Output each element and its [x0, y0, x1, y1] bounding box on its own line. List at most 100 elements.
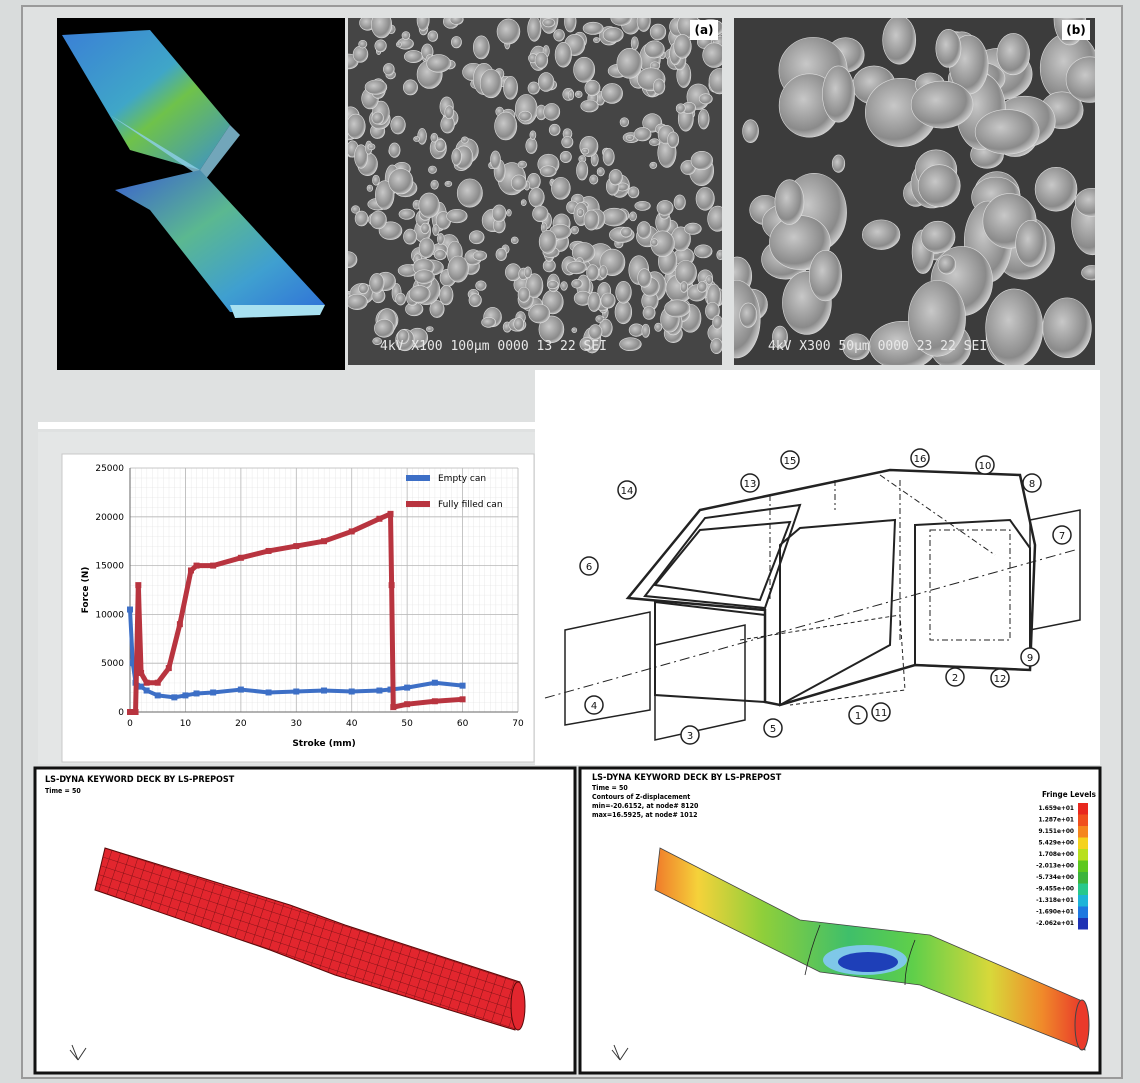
panel-label-box: [690, 20, 718, 40]
particle: [702, 42, 722, 68]
particle: [418, 192, 440, 218]
particle: [710, 338, 722, 355]
particle: [554, 41, 572, 68]
particle: [542, 18, 556, 28]
y-tick-label: 25000: [95, 464, 124, 474]
particle: [593, 37, 601, 43]
sim-time: Time = 50: [45, 787, 81, 795]
particle: [581, 147, 590, 155]
particle: [910, 80, 974, 129]
callout-circle: [848, 705, 868, 725]
sim-header: LS-DYNA KEYWORD DECK BY LS-PREPOST: [592, 773, 782, 783]
model-plate: [110, 115, 240, 180]
minor-grid: [130, 468, 518, 712]
point-marker: [187, 567, 194, 574]
particle: [403, 50, 424, 63]
particle: [571, 278, 583, 289]
particle: [634, 200, 651, 211]
particle: [444, 180, 453, 187]
point-marker: [210, 689, 217, 696]
callout-circle: [740, 473, 760, 493]
fringe-label: -5.734e+00: [1036, 873, 1074, 881]
particle: [583, 209, 600, 231]
particle: [513, 317, 525, 331]
fringe-title: Fringe Levels: [1042, 790, 1096, 799]
particle: [571, 242, 596, 263]
sem-image-b: (b) 4kV X300 50μm 0000 23 22 SEI: [734, 18, 1095, 365]
particle: [596, 167, 605, 177]
callout-circle: [579, 556, 599, 576]
callout-circle: [617, 480, 637, 500]
particle: [528, 187, 545, 208]
particle: [576, 208, 585, 217]
point-marker: [459, 682, 466, 689]
fringe-label: 9.151e+00: [1038, 827, 1074, 835]
x-tick-label: 50: [401, 719, 413, 729]
particle: [494, 111, 518, 141]
particle: [601, 83, 623, 104]
particle: [388, 142, 401, 158]
particle: [456, 178, 483, 208]
particle: [620, 226, 633, 238]
particle: [551, 176, 571, 200]
fringe-swatch: [1078, 826, 1088, 838]
particle: [664, 299, 691, 318]
axis-triad: [69, 1044, 87, 1061]
fringe-label: -1.318e+01: [1036, 896, 1074, 904]
legend-label: Fully filled can: [438, 500, 503, 510]
particle: [675, 103, 686, 114]
point-marker: [193, 562, 200, 569]
particle: [614, 299, 633, 325]
particle: [673, 34, 692, 59]
particle: [413, 269, 435, 284]
particle: [642, 306, 656, 320]
particle: [351, 205, 360, 214]
particle: [574, 90, 583, 98]
particle: [908, 280, 966, 357]
particle: [548, 123, 561, 136]
windshield-inner: [653, 520, 792, 602]
particle: [490, 150, 501, 170]
callout-label: 12: [994, 674, 1007, 685]
particle: [707, 205, 722, 232]
point-marker: [431, 698, 438, 705]
plane: [654, 624, 746, 741]
point-marker: [265, 547, 272, 554]
particle: [369, 210, 387, 230]
particle: [712, 315, 722, 330]
point-marker: [390, 704, 397, 711]
particle: [416, 18, 430, 31]
particle: [694, 244, 713, 259]
particle: [560, 281, 568, 291]
point-marker: [293, 688, 300, 695]
particle: [619, 337, 642, 352]
particle: [579, 337, 594, 352]
point-marker: [376, 687, 383, 694]
point-marker: [376, 515, 383, 522]
tube-end: [510, 981, 526, 1031]
particle: [636, 221, 652, 239]
particle: [690, 150, 713, 171]
particle: [602, 27, 624, 43]
mesh-tube: [94, 847, 521, 1031]
x-tick-label: 10: [180, 719, 192, 729]
particle: [633, 127, 652, 142]
particle: [559, 151, 572, 163]
point-marker: [143, 679, 150, 686]
particle: [525, 137, 538, 154]
point-marker: [210, 562, 217, 569]
particle: [1065, 56, 1095, 103]
fringe-swatch: [1078, 918, 1088, 930]
point-marker: [132, 709, 139, 715]
callout-circle: [990, 668, 1010, 688]
particle: [567, 90, 575, 101]
particle: [619, 117, 629, 128]
particle: [358, 39, 368, 49]
sem-caption: 4kV X300 50μm 0000 23 22 SEI: [768, 339, 987, 354]
particle: [444, 105, 454, 120]
x-tick-label: 20: [235, 719, 247, 729]
particle: [518, 110, 532, 122]
particle: [570, 225, 579, 235]
point-marker: [387, 686, 394, 693]
